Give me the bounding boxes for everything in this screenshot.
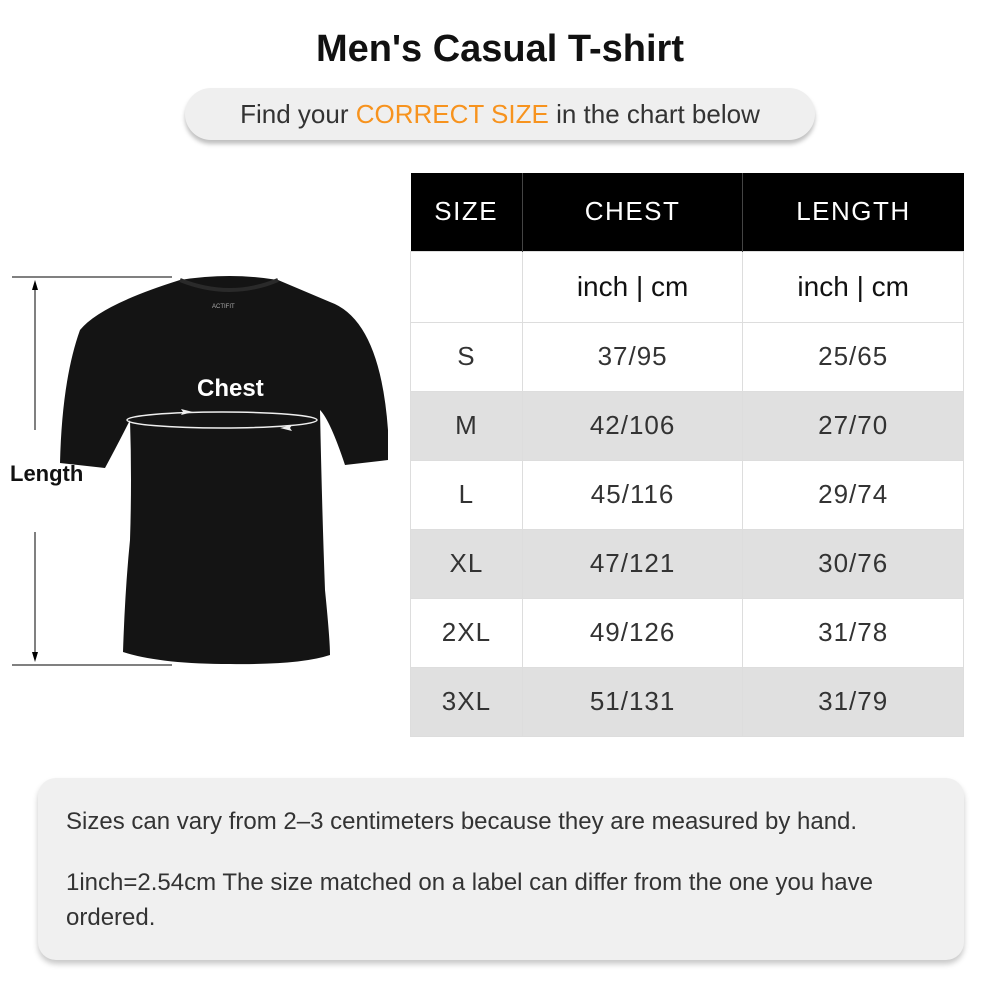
table-header-row: SIZE CHEST LENGTH: [410, 173, 964, 251]
size-cell: 2XL: [410, 597, 523, 668]
chest-label: Chest: [197, 375, 264, 402]
chest-measure-ellipse: [126, 411, 318, 429]
size-cell: S: [410, 321, 523, 392]
table-row: 2XL 49/126 31/78: [410, 597, 964, 668]
table-row: 3XL 51/131 31/79: [410, 666, 964, 737]
page-title: Men's Casual T-shirt: [315, 28, 684, 70]
chest-cell: 51/131: [521, 666, 744, 737]
units-row: inch | cm inch | cm: [410, 250, 964, 323]
length-label: Length: [10, 461, 84, 486]
table-row: S 37/95 25/65: [410, 321, 964, 392]
chest-cell: 37/95: [521, 321, 744, 392]
note-text: Sizes can vary from 2–3 centimeters beca…: [66, 808, 858, 835]
length-cell: 27/70: [742, 390, 964, 461]
subtitle-banner: Find your CORRECT SIZE in the chart belo…: [185, 88, 815, 140]
shirt-logo: ACTIFIT: [212, 304, 235, 310]
length-cell: 29/74: [742, 459, 964, 530]
header-chest: CHEST: [522, 173, 744, 251]
size-cell: 3XL: [410, 666, 523, 737]
note-text: 1inch=2.54cm The size matched on a label…: [66, 869, 873, 931]
length-cell: 31/79: [742, 666, 964, 737]
subtitle-highlight: CORRECT SIZE: [355, 99, 549, 129]
chest-cell: 49/126: [521, 597, 744, 668]
notes-box: Sizes can vary from 2–3 centimeters beca…: [38, 778, 964, 960]
size-cell: L: [410, 459, 523, 530]
chest-cell: 42/106: [521, 390, 744, 461]
size-cell: XL: [410, 528, 523, 599]
header-size: SIZE: [410, 173, 523, 251]
units-cell: inch | cm: [742, 250, 964, 323]
table-row: L 45/116 29/74: [410, 459, 964, 530]
size-cell: M: [410, 390, 523, 461]
chest-cell: 45/116: [521, 459, 744, 530]
subtitle-text-end: in the chart below: [548, 99, 760, 129]
chest-cell: 47/121: [521, 528, 744, 599]
subtitle-text: Find your: [240, 99, 356, 129]
header-length: LENGTH: [742, 173, 964, 251]
tshirt-icon: [60, 276, 388, 665]
units-cell: inch | cm: [521, 250, 744, 323]
length-cell: 30/76: [742, 528, 964, 599]
tshirt-diagram: ACTIFIT: [12, 276, 388, 666]
table-row: M 42/106 27/70: [410, 390, 964, 461]
table-row: XL 47/121 30/76: [410, 528, 964, 599]
units-cell: [410, 250, 523, 323]
length-cell: 25/65: [742, 321, 964, 392]
length-cell: 31/78: [742, 597, 964, 668]
